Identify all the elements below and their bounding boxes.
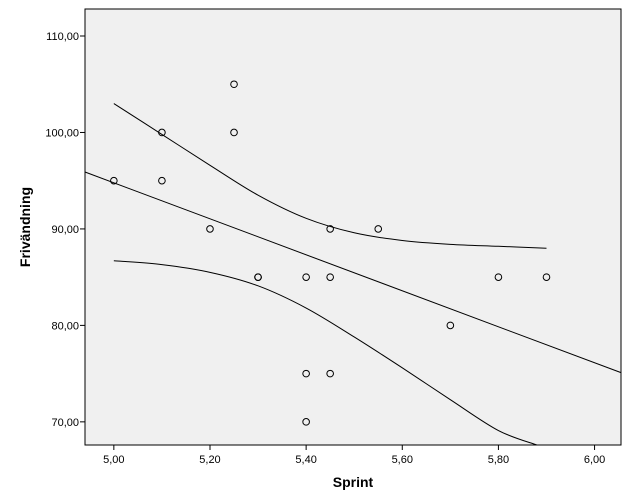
data-point-2 <box>158 176 166 185</box>
data-point-4 <box>230 80 238 89</box>
data-point-7 <box>254 273 262 281</box>
data-point-16 <box>494 273 503 281</box>
data-point-12 <box>326 273 334 281</box>
data-point-8 <box>302 273 310 281</box>
regression-line <box>84 171 622 374</box>
x-tick-label-3: 5,60 <box>392 454 413 466</box>
ci-lower-curve <box>113 260 538 446</box>
data-point-1 <box>158 128 166 137</box>
ci-upper-curve <box>113 103 547 249</box>
ci-upper-curve-group <box>113 103 547 249</box>
data-point-14 <box>374 225 383 233</box>
y-tick-label-4: 110,00 <box>46 31 79 43</box>
data-point-0 <box>110 176 118 185</box>
y-tick-label-2: 90,00 <box>51 224 79 236</box>
data-point-9 <box>302 369 310 378</box>
plot-area <box>84 8 622 446</box>
x-tick-label-0: 5,00 <box>103 454 124 466</box>
x-tick-label-2: 5,40 <box>295 454 316 466</box>
data-point-11 <box>326 225 334 233</box>
data-points <box>110 80 551 426</box>
y-axis-title: Frivändning <box>17 187 33 267</box>
data-point-3 <box>206 225 214 233</box>
x-axis-title: Sprint <box>333 474 374 490</box>
y-axis-ticks: 70,00 80,00 90,00 100,00 110,00 <box>45 31 85 429</box>
x-tick-label-5: 6,00 <box>584 454 605 466</box>
x-tick-label-4: 5,80 <box>488 454 509 466</box>
data-point-13 <box>326 369 334 378</box>
x-tick-label-1: 5,20 <box>199 454 220 466</box>
y-tick-label-0: 70,00 <box>51 417 79 429</box>
fit-line-group <box>84 171 622 374</box>
ci-lower-curve-group <box>113 260 538 446</box>
data-point-15 <box>446 321 455 330</box>
data-point-5 <box>230 128 238 137</box>
data-point-10 <box>302 418 310 426</box>
y-tick-label-3: 100,00 <box>45 127 79 139</box>
data-point-17 <box>542 273 551 281</box>
y-tick-label-1: 80,00 <box>51 320 79 332</box>
x-axis-ticks: 5,00 5,20 5,40 5,60 5,80 6,00 <box>103 445 605 466</box>
